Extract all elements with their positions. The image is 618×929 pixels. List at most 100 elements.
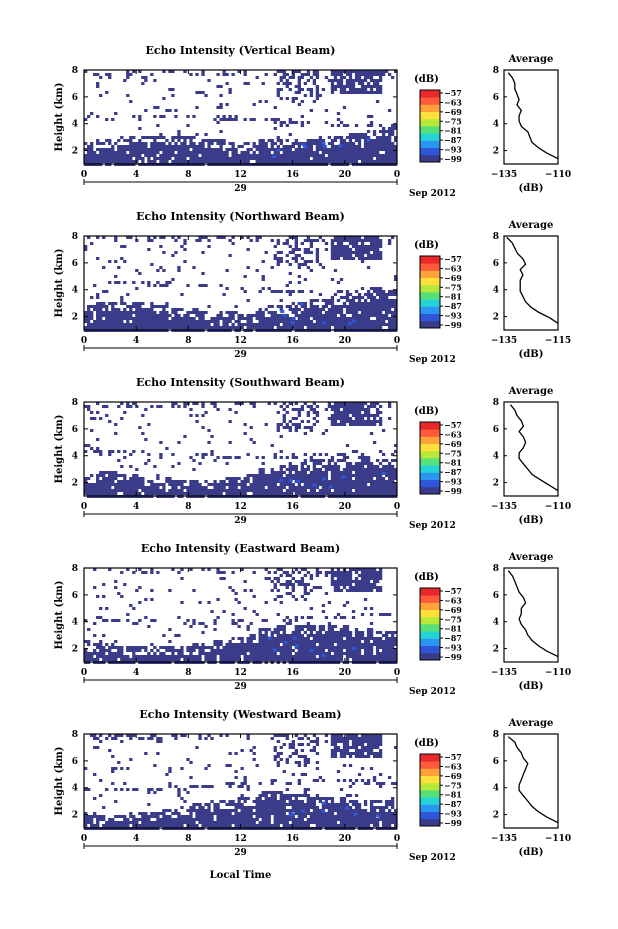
heatmap-cell: [255, 311, 259, 314]
heatmap-cell: [315, 568, 320, 571]
heatmap-cell: [369, 73, 374, 76]
heatmap-cell: [351, 317, 356, 320]
heatmap-cell: [363, 311, 368, 314]
heatmap-cell: [378, 613, 383, 616]
heatmap-cell: [369, 115, 374, 118]
heatmap-cell: [258, 148, 262, 151]
heatmap-cell: [210, 326, 214, 329]
heatmap-cell: [372, 254, 377, 257]
heatmap-cell: [348, 571, 353, 574]
heatmap-cell: [111, 323, 115, 326]
x-tick-label: 20: [339, 502, 352, 512]
heatmap-cell: [288, 145, 292, 148]
heatmap-cell: [135, 489, 139, 492]
heatmap-cell: [168, 323, 172, 326]
heatmap-cell: [291, 631, 295, 634]
heatmap-cell: [390, 643, 395, 646]
heatmap-cell: [333, 405, 338, 408]
heatmap-cell: [279, 260, 283, 263]
heatmap-cell: [366, 465, 371, 468]
heatmap-cell: [180, 492, 184, 495]
heatmap-cell: [153, 142, 157, 145]
heatmap-cell: [330, 568, 335, 571]
heatmap-cell: [129, 646, 133, 649]
heatmap-cell: [354, 145, 359, 148]
heatmap-cell: [351, 157, 356, 160]
heatmap-cell: [126, 305, 130, 308]
heatmap-cell: [279, 257, 283, 260]
heatmap-cell: [273, 492, 277, 495]
heatmap-cell: [135, 287, 139, 290]
heatmap-cell: [141, 157, 145, 160]
heatmap-cell: [249, 157, 253, 160]
heatmap-cell: [237, 658, 241, 661]
heatmap-cell: [351, 480, 356, 483]
heatmap-cell: [255, 480, 259, 483]
heatmap-cell: [315, 88, 320, 91]
heatmap-cell: [330, 420, 335, 423]
heatmap-cell: [99, 311, 103, 314]
heatmap-cell: [294, 154, 298, 157]
heatmap-cell: [99, 450, 103, 453]
heatmap-cell: [375, 649, 380, 652]
heatmap-cell: [384, 634, 389, 637]
heatmap-cell: [258, 236, 262, 239]
heatmap-cell: [330, 242, 335, 245]
heatmap-cell: [255, 477, 259, 480]
heatmap-cell: [390, 154, 395, 157]
heatmap-cell: [171, 136, 175, 139]
heatmap-cell: [183, 402, 187, 405]
heatmap-cell: [204, 655, 208, 658]
heatmap-cell: [141, 314, 145, 317]
heatmap-cell: [381, 646, 386, 649]
heatmap-cell: [216, 317, 220, 320]
heatmap-cell: [135, 477, 139, 480]
heatmap-cell: [366, 423, 371, 426]
heatmap-cell: [297, 649, 301, 652]
heatmap-cell: [102, 154, 106, 157]
heatmap-cell: [342, 139, 347, 142]
heatmap-cell: [114, 112, 118, 115]
heatmap-cell: [366, 305, 371, 308]
heatmap-cell: [312, 465, 317, 468]
heatmap-cell: [228, 408, 232, 411]
heatmap-cell: [387, 242, 392, 245]
heatmap-cell: [330, 154, 335, 157]
heatmap-cell: [249, 239, 253, 242]
heatmap-cell: [165, 649, 169, 652]
heatmap-cell: [171, 151, 175, 154]
heatmap-cell: [306, 145, 311, 148]
heatmap-cell: [96, 305, 100, 308]
heatmap-cell: [348, 139, 353, 142]
heatmap-cell: [207, 305, 211, 308]
heatmap-cell: [135, 646, 139, 649]
heatmap-cell: [258, 640, 262, 643]
heatmap-cell: [171, 320, 175, 323]
heatmap-cell: [294, 489, 298, 492]
colorbar-tick-label: −63: [444, 263, 462, 273]
heatmap-cell: [378, 423, 383, 426]
heatmap-cell: [276, 411, 280, 414]
heatmap-cell: [339, 245, 344, 248]
heatmap-cell: [159, 142, 163, 145]
y-tick-label: 8: [72, 398, 78, 408]
heatmap-cell: [168, 480, 172, 483]
heatmap-cell-strong: [303, 145, 308, 149]
heatmap-cell: [108, 151, 112, 154]
heatmap-cell: [234, 157, 238, 160]
heatmap-cell: [366, 468, 371, 471]
heatmap-cell: [345, 637, 350, 640]
heatmap-cell: [267, 148, 271, 151]
heatmap-cell: [288, 293, 292, 296]
heatmap-cell: [105, 619, 109, 622]
heatmap-cell: [330, 577, 335, 580]
heatmap-cell: [291, 655, 295, 658]
heatmap-cell: [285, 492, 289, 495]
heatmap-cell: [129, 305, 133, 308]
heatmap-cell: [282, 426, 286, 429]
heatmap-cell: [342, 91, 347, 94]
heatmap-cell: [339, 646, 344, 649]
heatmap-cell: [159, 115, 163, 118]
heatmap-cell: [345, 142, 350, 145]
heatmap-cell: [219, 652, 223, 655]
